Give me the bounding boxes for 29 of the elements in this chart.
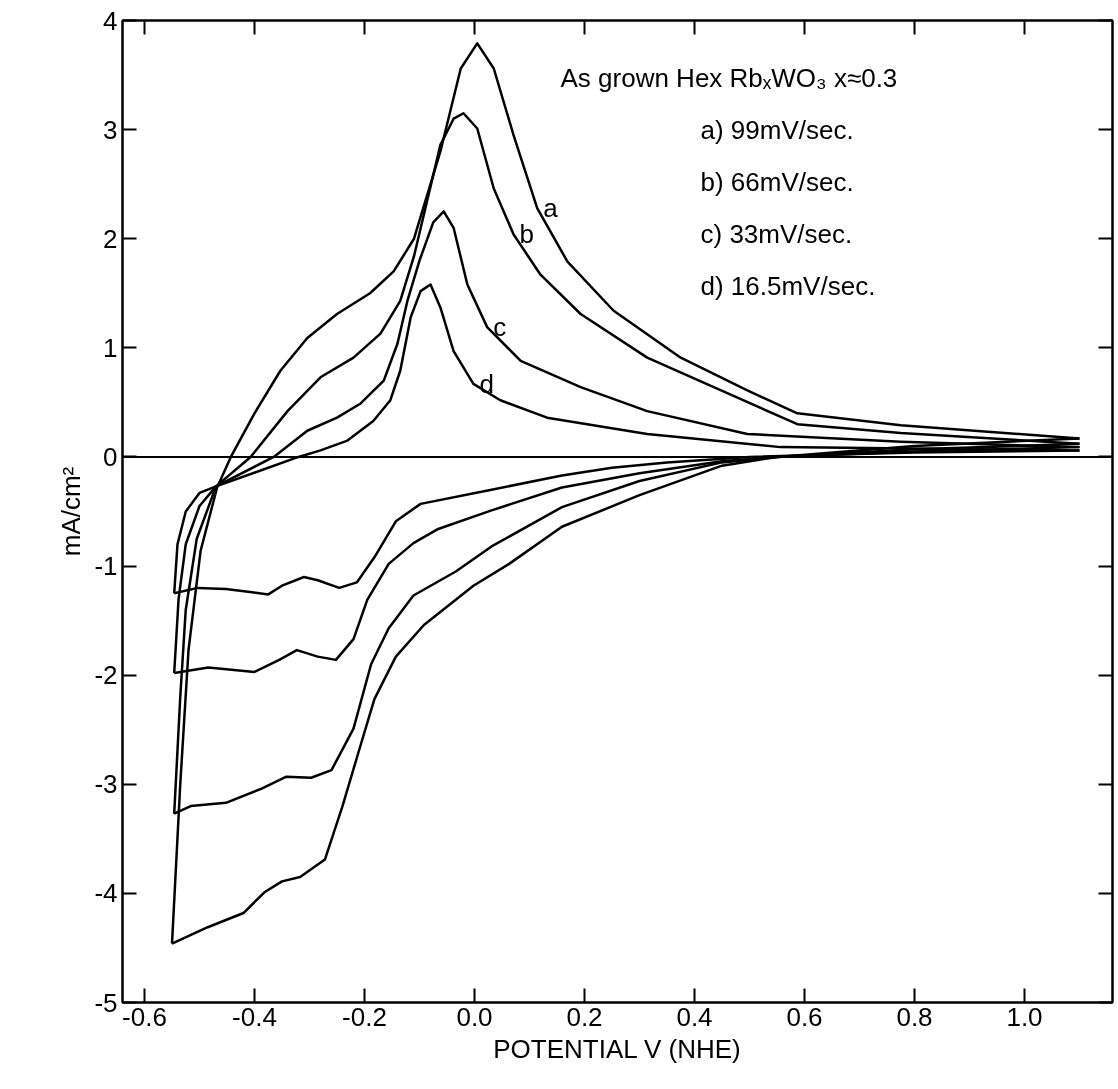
series-label: b bbox=[519, 219, 535, 250]
x-tick-label: -0.4 bbox=[232, 1001, 277, 1032]
y-tick-label: -2 bbox=[94, 660, 118, 691]
y-tick-label: -1 bbox=[94, 551, 118, 582]
y-tick-label: 0 bbox=[103, 441, 118, 472]
y-tick-label: 2 bbox=[103, 223, 118, 254]
y-tick-label: 3 bbox=[103, 114, 118, 145]
y-tick-label: 4 bbox=[103, 5, 118, 36]
x-axis-title: POTENTIAL V (NHE) bbox=[493, 1033, 741, 1064]
y-tick-label: 1 bbox=[103, 332, 118, 363]
x-tick-label: 0.0 bbox=[456, 1001, 493, 1032]
y-tick-label: -5 bbox=[94, 987, 118, 1018]
x-tick-label: 0.4 bbox=[676, 1001, 713, 1032]
annotation: b) 66mV/sec. bbox=[700, 166, 854, 197]
x-tick-label: 0.6 bbox=[786, 1001, 823, 1032]
series-label: a bbox=[543, 193, 559, 224]
annotation: d) 16.5mV/sec. bbox=[700, 270, 876, 301]
y-tick-label: -3 bbox=[94, 769, 118, 800]
annotation: As grown Hex RbₓWO₃ x≈0.3 bbox=[560, 62, 898, 93]
x-tick-label: 1.0 bbox=[1006, 1001, 1043, 1032]
series-label: c bbox=[493, 312, 507, 343]
x-tick-label: -0.6 bbox=[122, 1001, 167, 1032]
x-tick-label: 0.8 bbox=[896, 1001, 933, 1032]
y-tick-label: -4 bbox=[94, 878, 118, 909]
x-tick-label: 0.2 bbox=[566, 1001, 603, 1032]
y-axis-title: mA/cm² bbox=[56, 466, 87, 557]
x-tick-label: -0.2 bbox=[342, 1001, 387, 1032]
annotation: a) 99mV/sec. bbox=[700, 114, 854, 145]
annotation: c) 33mV/sec. bbox=[700, 218, 853, 249]
